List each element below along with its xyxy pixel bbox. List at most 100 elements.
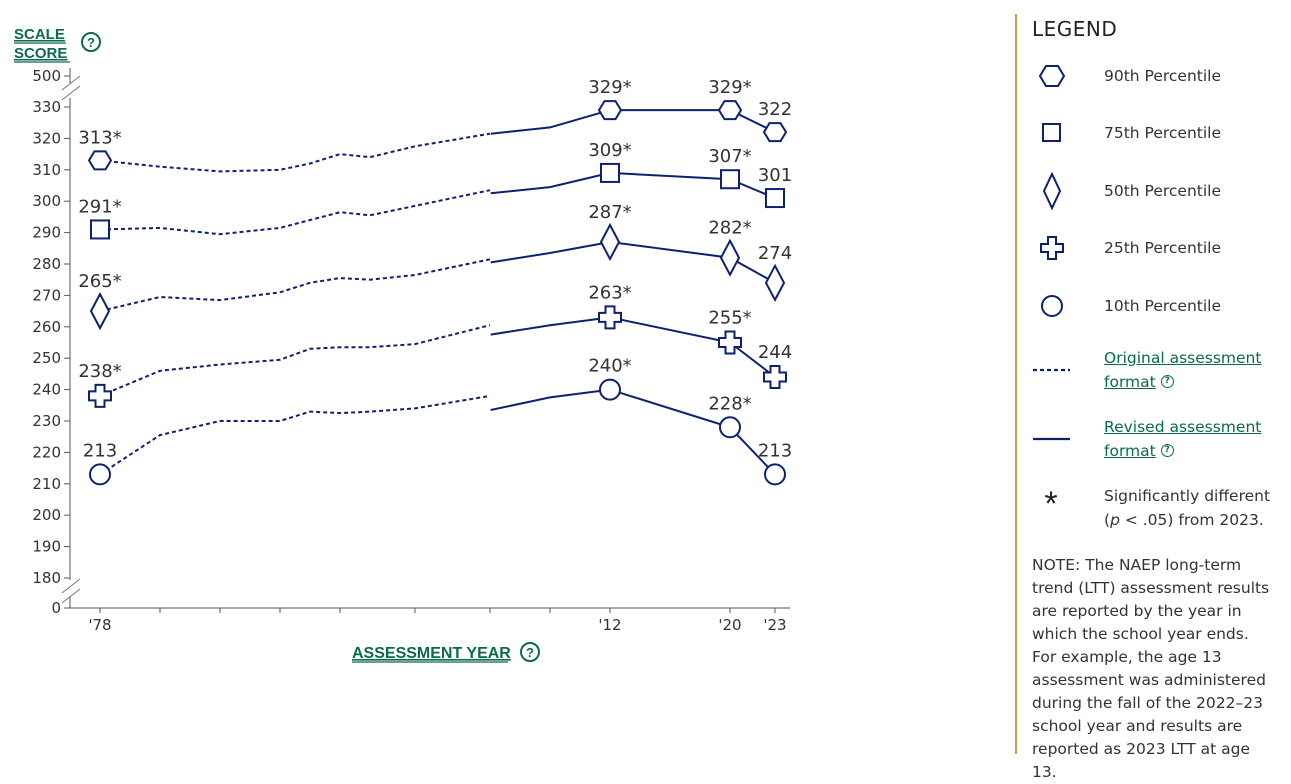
- hexagon-icon: [1038, 65, 1066, 87]
- x-ticks: '78 '12 '20 '23: [88, 608, 787, 634]
- y-tick-label: 320: [32, 129, 61, 147]
- data-point-25th-2012[interactable]: [598, 305, 622, 330]
- data-point-75th-1978[interactable]: [90, 219, 110, 240]
- y-tick-label: 310: [32, 161, 61, 179]
- significance-open-paren: (: [1104, 511, 1111, 529]
- y-tick-label: 500: [32, 67, 61, 85]
- y-tick-label: 330: [32, 98, 61, 116]
- data-label-25th-2023: 244: [758, 342, 792, 363]
- data-labels: 313* 329* 329* 322 291* 309* 307* 301 265* 287* 28…: [78, 77, 792, 461]
- original-format-line1[interactable]: Original assessment: [1104, 349, 1262, 367]
- y-axis-break-top: [61, 75, 81, 101]
- data-point-25th-2020[interactable]: [718, 330, 742, 355]
- data-point-10th-1978[interactable]: [89, 463, 111, 486]
- data-label-50th-2020: 282*: [708, 218, 751, 239]
- revised-format-line1[interactable]: Revised assessment: [1104, 418, 1262, 436]
- data-label-10th-1978: 213: [83, 440, 117, 461]
- data-label-90th-2012: 329*: [588, 77, 631, 98]
- data-label-90th-1978: 313*: [78, 127, 121, 148]
- y-tick-label: 220: [32, 443, 61, 461]
- legend-label-50th: 50th Percentile: [1104, 182, 1222, 200]
- y-tick-label: 240: [32, 381, 61, 399]
- x-axis-label[interactable]: ASSESSMENT YEAR: [352, 645, 511, 662]
- data-point-25th-2023[interactable]: [763, 365, 787, 390]
- y-ticks: 500 330 320 310 300 290 280 270 260 250 240 230 220 2…: [32, 67, 70, 617]
- significance-p: p: [1110, 511, 1120, 529]
- significance-line1: Significantly different: [1104, 487, 1271, 505]
- y-tick-label: 200: [32, 506, 61, 524]
- data-point-10th-2012[interactable]: [599, 378, 621, 401]
- data-point-75th-2023[interactable]: [765, 188, 785, 209]
- data-point-90th-2020[interactable]: [717, 100, 743, 121]
- chart-area: SCALE SCORE ? 500 330 320 310 300 290 280 270 26…: [14, 26, 792, 663]
- y-axis-label-line1[interactable]: SCALE: [14, 26, 65, 43]
- solid-line-icon: [1033, 437, 1070, 441]
- data-label-75th-2012: 309*: [588, 140, 631, 161]
- legend-significance-text: Significantly different (p < .05) from 2…: [1104, 484, 1270, 532]
- x-tick-label: '12: [598, 616, 621, 634]
- legend-title: LEGEND: [1032, 17, 1118, 41]
- y-tick-label: 280: [32, 255, 61, 273]
- original-line-90th: [99, 132, 491, 173]
- data-point-25th-1978[interactable]: [88, 383, 112, 408]
- data-label-90th-2020: 329*: [708, 77, 751, 98]
- revised-format-help-icon[interactable]: ?: [1160, 444, 1174, 457]
- original-format-help-icon[interactable]: ?: [1160, 375, 1174, 388]
- original-line-75th: [99, 189, 491, 236]
- x-axis-label-link[interactable]: ASSESSMENT YEAR: [352, 645, 511, 663]
- data-label-50th-2012: 287*: [588, 202, 631, 223]
- y-tick-label: 250: [32, 349, 61, 367]
- x-tick-label: '20: [718, 616, 741, 634]
- data-label-25th-2012: 263*: [588, 282, 631, 303]
- revised-format-line2[interactable]: format: [1104, 442, 1156, 460]
- series-lines: [99, 109, 776, 476]
- y-axis-help-icon[interactable]: ?: [81, 32, 101, 52]
- data-point-50th-2012[interactable]: [599, 222, 621, 262]
- data-point-90th-2023[interactable]: [762, 122, 788, 143]
- y-tick-label: 0: [51, 599, 61, 617]
- axes: [61, 68, 790, 609]
- y-axis-label-line2[interactable]: SCORE: [14, 45, 67, 62]
- x-axis-help-icon[interactable]: ?: [520, 642, 540, 662]
- plus-icon: [1040, 236, 1064, 260]
- legend-label-25th: 25th Percentile: [1104, 239, 1222, 257]
- data-label-75th-1978: 291*: [78, 196, 121, 217]
- data-point-50th-2020[interactable]: [719, 238, 741, 277]
- significance-rest: < .05) from 2023.: [1119, 511, 1264, 529]
- y-axis-label[interactable]: SCALE SCORE: [14, 26, 70, 63]
- x-axis-help-glyph: ?: [526, 645, 534, 660]
- legend-label-90th: 90th Percentile: [1104, 67, 1222, 85]
- x-tick-label: '78: [88, 616, 111, 634]
- data-point-50th-2023[interactable]: [764, 263, 786, 302]
- y-tick-label: 230: [32, 412, 61, 430]
- revised-format-link[interactable]: Revised assessment format?: [1104, 415, 1261, 463]
- data-label-90th-2023: 322: [758, 99, 792, 120]
- data-label-75th-2023: 301: [758, 165, 792, 186]
- diamond-icon: [1042, 172, 1062, 211]
- y-tick-label: 180: [32, 569, 61, 587]
- original-format-line2[interactable]: format: [1104, 373, 1156, 391]
- y-tick-label: 260: [32, 318, 61, 336]
- original-line-25th: [99, 324, 491, 397]
- data-label-50th-2023: 274: [758, 243, 792, 264]
- data-point-50th-1978[interactable]: [89, 291, 111, 331]
- y-tick-label: 290: [32, 224, 61, 242]
- y-axis-break-bottom: [61, 578, 81, 604]
- y-axis-help-glyph: ?: [87, 35, 95, 50]
- data-point-10th-2020[interactable]: [719, 416, 741, 439]
- legend-panel: LEGEND 90th Percentile 75th Percentile 5…: [1015, 14, 1285, 781]
- data-point-75th-2012[interactable]: [600, 162, 620, 183]
- dashed-line-icon: [1033, 368, 1070, 372]
- y-tick-label: 270: [32, 286, 61, 304]
- data-label-25th-1978: 238*: [78, 361, 121, 382]
- y-tick-label: 300: [32, 192, 61, 210]
- x-tick-label: '23: [763, 616, 786, 634]
- data-label-25th-2020: 255*: [708, 308, 751, 329]
- original-format-link[interactable]: Original assessment format?: [1104, 346, 1261, 394]
- original-line-50th: [99, 258, 491, 313]
- data-point-10th-2023[interactable]: [764, 463, 786, 486]
- data-label-10th-2023: 213: [758, 440, 792, 461]
- data-point-75th-2020[interactable]: [720, 169, 740, 190]
- data-point-90th-2012[interactable]: [597, 100, 623, 121]
- data-point-90th-1978[interactable]: [87, 150, 113, 171]
